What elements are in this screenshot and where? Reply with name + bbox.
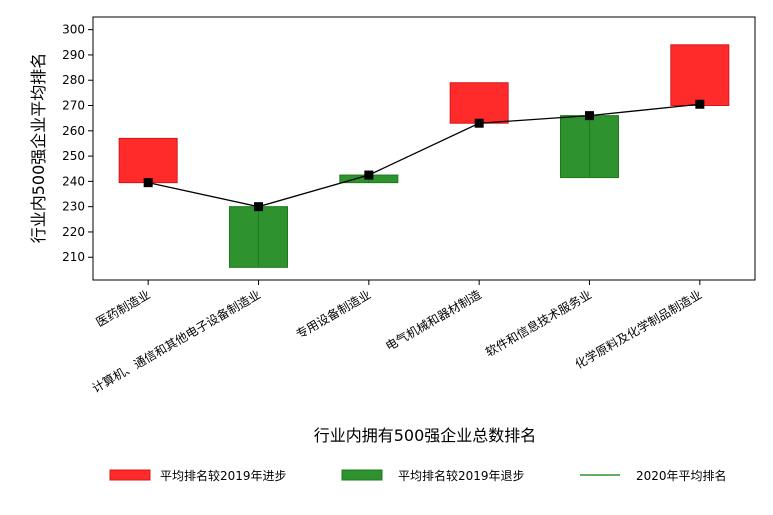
data-point-6 bbox=[695, 99, 705, 109]
y-tick-label: 290 bbox=[62, 48, 85, 62]
legend-label-3: 2020年平均排名 bbox=[636, 468, 727, 483]
y-tick-label: 270 bbox=[62, 99, 85, 113]
data-point-2 bbox=[254, 202, 263, 212]
y-tick-label: 260 bbox=[62, 124, 85, 138]
y-axis-title: 行业内500强企业平均排名 bbox=[29, 53, 48, 244]
legend-label-2: 平均排名较2019年退步 bbox=[398, 468, 525, 483]
legend: 平均排名较2019年进步 平均排名较2019年退步 2020年平均排名 bbox=[109, 468, 727, 483]
plot-frame bbox=[92, 16, 756, 281]
data-point-4 bbox=[474, 118, 484, 128]
y-tick-label: 250 bbox=[62, 149, 85, 163]
legend-swatch-2 bbox=[341, 469, 383, 481]
y-tick-label: 240 bbox=[62, 174, 85, 188]
range-box-4 bbox=[449, 82, 509, 124]
series-line-layer bbox=[143, 99, 705, 212]
x-tick-label: 专用设备制造业 bbox=[293, 287, 373, 342]
legend-label-1: 平均排名较2019年进步 bbox=[160, 468, 287, 483]
y-tick-label: 280 bbox=[62, 73, 85, 87]
data-point-1 bbox=[143, 178, 153, 188]
series-line-2020 bbox=[148, 103, 700, 208]
legend-swatch-1 bbox=[109, 469, 151, 481]
y-tick-label: 210 bbox=[62, 250, 85, 264]
y-tick-label: 230 bbox=[62, 200, 85, 214]
y-axis: 210 220 230 240 250 260 270 280 290 300 bbox=[62, 23, 93, 264]
range-box-1 bbox=[118, 137, 178, 184]
range-box-6 bbox=[670, 44, 730, 107]
data-point-5 bbox=[585, 111, 594, 121]
x-tick-label: 计算机、通信和其他电子设备制造业 bbox=[89, 287, 263, 396]
x-axis-title: 行业内拥有500强企业总数排名 bbox=[314, 426, 537, 445]
x-tick-label: 医药制造业 bbox=[94, 287, 153, 329]
change-boxes bbox=[118, 44, 730, 268]
y-tick-label: 220 bbox=[62, 225, 85, 239]
x-tick-label: 电气机械和器材制造 bbox=[383, 287, 484, 354]
data-point-3 bbox=[364, 170, 374, 180]
y-tick-label: 300 bbox=[62, 23, 85, 37]
x-tick-label: 软件和信息技术服务业 bbox=[483, 287, 594, 360]
